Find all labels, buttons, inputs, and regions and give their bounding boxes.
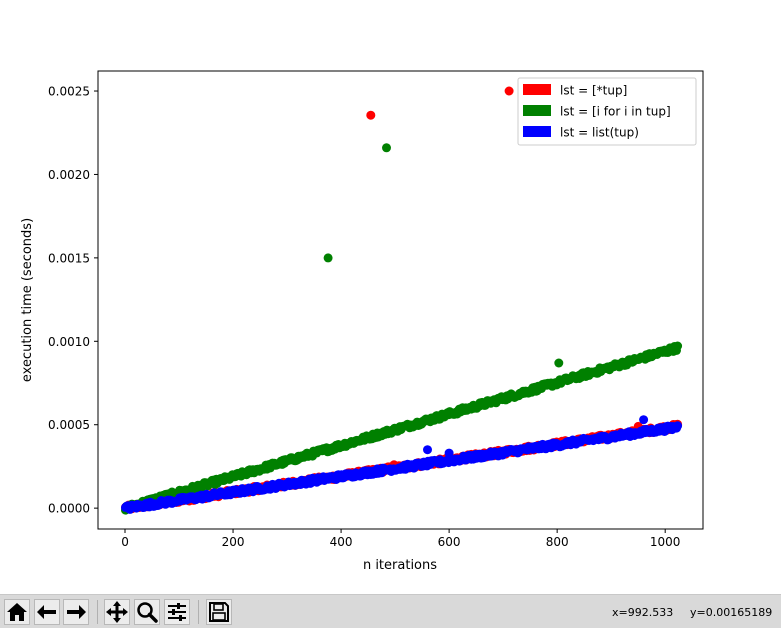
toolbar: x=992.533 y=0.00165189 — [0, 594, 781, 628]
legend-label: lst = list(tup) — [560, 126, 639, 140]
x-axis-label: n iterations — [363, 558, 437, 573]
y-axis: 0.0000 0.0005 0.0010 0.0015 0.0020 0.0025 — [48, 85, 98, 516]
home-icon — [7, 603, 27, 621]
cursor-x-readout: x=992.533 — [612, 606, 674, 619]
save-button[interactable] — [206, 599, 232, 625]
x-tick-label: 0 — [121, 535, 129, 549]
y-tick-label: 0.0015 — [48, 251, 90, 265]
forward-icon — [67, 605, 86, 619]
legend-label: lst = [i for i in tup] — [560, 105, 671, 119]
y-tick-label: 0.0025 — [48, 85, 90, 99]
axes-frame — [97, 70, 704, 530]
y-axis-label: execution time (seconds) — [20, 218, 35, 382]
cursor-y-readout: y=0.00165189 — [690, 606, 773, 619]
legend-swatch — [523, 126, 551, 137]
save-icon — [209, 602, 229, 622]
legend-swatch — [523, 105, 551, 116]
data-point — [639, 415, 649, 425]
y-tick-label: 0.0000 — [48, 502, 90, 516]
y-tick-label: 0.0010 — [48, 335, 90, 349]
x-axis: 0 200 400 600 800 1000 — [121, 529, 680, 549]
data-point — [554, 358, 564, 368]
legend: lst = [*tup] lst = [i for i in tup] lst = … — [517, 77, 697, 146]
x-tick-label: 400 — [330, 535, 353, 549]
y-tick-label: 0.0005 — [48, 418, 90, 432]
x-tick-label: 800 — [546, 535, 569, 549]
data-point — [673, 421, 683, 431]
chart-svg: 0 200 400 600 800 1000 0.00000.00050.00100.00… — [20, 70, 704, 573]
y-tick-label: 0.0020 — [48, 168, 90, 182]
legend-label: lst = [*tup] — [560, 84, 627, 98]
toolbar-separator — [97, 600, 98, 624]
configure-button[interactable] — [164, 599, 190, 625]
data-point — [673, 341, 683, 351]
x-tick-label: 1000 — [650, 535, 681, 549]
back-icon — [37, 605, 56, 619]
pan-icon — [106, 601, 128, 623]
series-0 — [121, 86, 683, 514]
configure-icon — [168, 603, 186, 621]
x-tick-label: 200 — [222, 535, 245, 549]
data-point — [444, 448, 454, 458]
zoom-button[interactable] — [134, 599, 160, 625]
series-1 — [121, 143, 683, 515]
toolbar-separator — [198, 600, 199, 624]
forward-button[interactable] — [63, 599, 89, 625]
data-point — [504, 86, 514, 96]
home-button[interactable] — [4, 599, 30, 625]
back-button[interactable] — [34, 599, 60, 625]
zoom-icon — [137, 602, 158, 623]
legend-swatch — [523, 84, 551, 95]
pan-button[interactable] — [104, 599, 130, 625]
data-point — [366, 110, 376, 120]
legend-box — [517, 77, 697, 146]
data-point — [423, 445, 432, 455]
x-tick-label: 600 — [438, 535, 461, 549]
points-layer — [121, 86, 683, 515]
data-point — [382, 143, 391, 153]
series-2 — [121, 415, 683, 514]
data-point — [238, 485, 248, 495]
data-point — [323, 253, 333, 263]
figure: 0 200 400 600 800 1000 0.0000 0.0005 0.0010 0.00… — [20, 70, 704, 573]
